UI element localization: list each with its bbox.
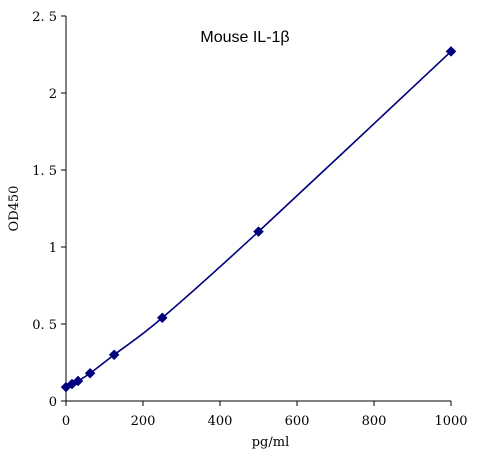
data-point-marker — [72, 375, 84, 387]
y-tick-label: 1 — [49, 241, 57, 256]
x-tick-label: 400 — [208, 414, 233, 429]
data-markers — [60, 46, 457, 393]
y-tick-label: 2 — [49, 87, 57, 102]
chart-title: Mouse IL-1β — [200, 29, 289, 46]
data-point-marker — [445, 46, 457, 57]
x-tick-label: 0 — [62, 414, 70, 429]
x-ticks: 0 200 400 600 800 1000 — [62, 401, 468, 429]
x-tick-label: 800 — [362, 414, 387, 429]
x-tick-label: 200 — [131, 414, 156, 429]
y-tick-label: 1. 5 — [32, 164, 57, 179]
data-point-marker — [253, 226, 264, 237]
axes: 0 0. 5 1 1. 5 2 2. 5 0 200 400 600 800 1000 — [32, 10, 467, 429]
data-point-marker — [156, 312, 168, 324]
x-tick-label: 1000 — [434, 414, 467, 429]
y-tick-label: 2. 5 — [32, 10, 57, 25]
data-point-marker — [108, 349, 120, 361]
y-tick-label: 0. 5 — [32, 318, 57, 333]
data-point-marker — [84, 367, 96, 379]
x-tick-label: 600 — [285, 414, 310, 429]
series-line — [65, 50, 452, 388]
y-axis-title: OD450 — [7, 186, 22, 232]
y-tick-label: 0 — [49, 395, 57, 410]
x-axis-title: pg/ml — [252, 435, 290, 450]
y-ticks: 0 0. 5 1 1. 5 2 2. 5 — [32, 10, 66, 410]
